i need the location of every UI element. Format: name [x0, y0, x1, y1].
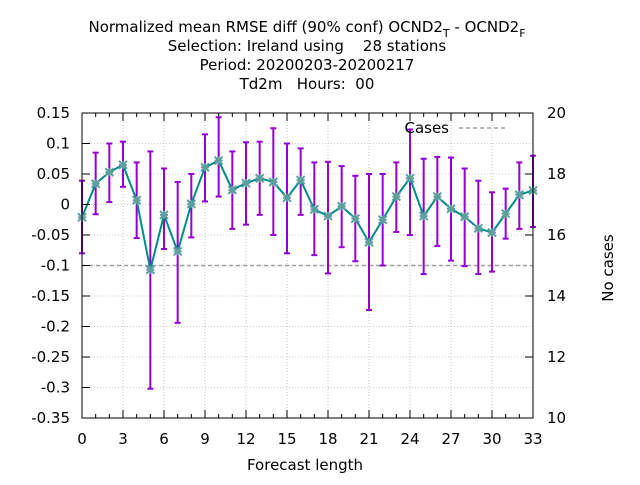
data-point [309, 204, 320, 215]
data-point [131, 195, 142, 205]
data-point [90, 179, 101, 189]
y-tick-label: -0.05 [31, 226, 70, 244]
y2-axis-ticks: 20 18 16 14 12 10 [525, 104, 566, 427]
data-point [268, 177, 279, 187]
x-tick-label: 21 [359, 430, 378, 448]
y-tick-label: -0.15 [31, 287, 70, 305]
x-tick-label: 24 [400, 430, 419, 448]
y2-tick-label: 10 [547, 409, 566, 427]
error-bar [434, 155, 441, 247]
data-point [172, 246, 183, 257]
y-tick-label: -0.35 [31, 409, 70, 427]
title-subscript-t: T [442, 27, 450, 40]
data-point [514, 190, 525, 200]
x-tick-label: 30 [482, 430, 501, 448]
x-axis-label: Forecast length [247, 456, 363, 474]
title-line-4: Td2m Hours: 00 [239, 75, 375, 93]
title-line-1: Normalized mean RMSE diff (90% conf) OCN… [88, 18, 525, 40]
legend: Cases [404, 119, 505, 137]
x-tick-label: 0 [77, 430, 87, 448]
x-tick-label: 6 [159, 430, 169, 448]
title-main-text: Normalized mean RMSE diff (90% conf) OCN… [88, 18, 442, 36]
data-point [473, 223, 484, 233]
y-tick-label: -0.3 [41, 379, 70, 397]
y-tick-label: 0.1 [46, 135, 70, 153]
title-mid-text: - OCND2 [450, 18, 520, 36]
y2-tick-label: 18 [547, 165, 566, 183]
y2-tick-label: 12 [547, 348, 566, 366]
data-point [295, 175, 306, 185]
x-tick-label: 12 [236, 430, 255, 448]
x-tick-label: 3 [118, 430, 128, 448]
x-tick-label: 15 [277, 430, 296, 448]
data-point [159, 210, 169, 220]
title-subscript-f: F [519, 27, 525, 40]
data-point [459, 211, 470, 222]
data-point [104, 167, 115, 177]
y-tick-label: 0 [60, 196, 70, 214]
data-markers [77, 155, 538, 275]
data-point [432, 191, 443, 202]
y2-tick-label: 20 [547, 104, 566, 122]
data-point [200, 162, 210, 172]
data-series [81, 159, 534, 271]
x-tick-label: 27 [441, 430, 460, 448]
chart-title: Normalized mean RMSE diff (90% conf) OCN… [88, 18, 525, 93]
x-tick-label: 9 [200, 430, 210, 448]
data-point [350, 213, 361, 224]
data-point [145, 265, 156, 275]
data-point [227, 185, 238, 195]
x-axis-ticks: 0 3 6 9 12 15 18 21 24 27 30 33 [77, 113, 543, 448]
data-point [418, 211, 429, 221]
data-point [336, 201, 347, 212]
title-line-2: Selection: Ireland using 28 stations [168, 37, 447, 55]
title-line-3: Period: 20200203-20200217 [200, 56, 415, 74]
data-point [213, 155, 224, 166]
y-tick-label: 0.05 [37, 165, 70, 183]
y-tick-label: -0.2 [41, 318, 70, 336]
data-point [323, 211, 333, 221]
data-point [391, 191, 402, 202]
y-tick-label: -0.1 [41, 257, 70, 275]
y2-axis-label: No cases [599, 234, 617, 302]
data-point [487, 227, 497, 238]
y-tick-label: -0.25 [31, 348, 70, 366]
y2-tick-label: 14 [547, 287, 566, 305]
data-point [377, 215, 388, 225]
data-point [241, 178, 251, 188]
data-point [405, 173, 415, 183]
error-bar [161, 167, 167, 251]
data-point [446, 204, 456, 214]
data-point [282, 193, 292, 203]
y2-tick-label: 16 [547, 226, 566, 244]
x-tick-label: 33 [523, 430, 542, 448]
data-point [118, 160, 128, 170]
y-tick-label: 0.15 [37, 104, 70, 122]
data-point [500, 208, 511, 219]
y-axis-ticks: 0.15 0.1 0.05 0 -0.05 -0.1 -0.15 -0.2 -0.25 -0.3 -… [31, 104, 90, 427]
legend-label-cases: Cases [404, 119, 449, 137]
data-point [254, 173, 265, 183]
x-tick-label: 18 [318, 430, 337, 448]
data-point [186, 199, 197, 209]
series-line [81, 159, 534, 271]
data-point [364, 237, 374, 248]
